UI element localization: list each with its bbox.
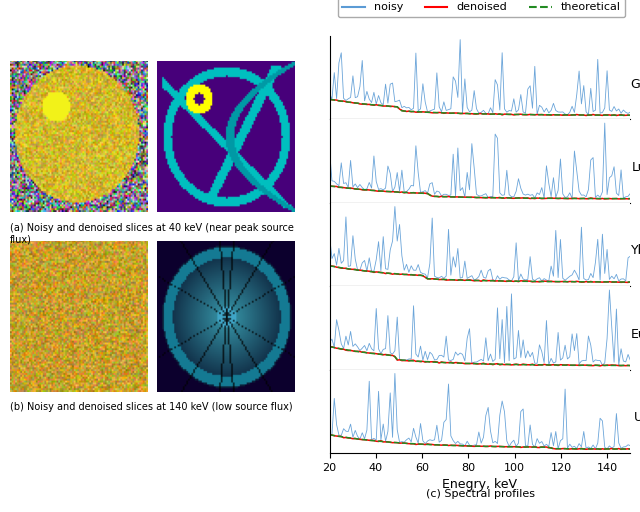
Y-axis label: Lu: Lu	[632, 161, 640, 174]
Y-axis label: U: U	[634, 412, 640, 424]
Y-axis label: Eu: Eu	[631, 328, 640, 341]
X-axis label: Enegry, keV: Enegry, keV	[442, 478, 518, 492]
Text: (b) Noisy and denoised slices at 140 keV (low source flux): (b) Noisy and denoised slices at 140 keV…	[10, 402, 292, 412]
Text: (c) Spectral profiles: (c) Spectral profiles	[426, 489, 534, 499]
Y-axis label: Yb: Yb	[631, 244, 640, 258]
Y-axis label: Gd: Gd	[630, 77, 640, 91]
Legend: noisy, denoised, theoretical: noisy, denoised, theoretical	[338, 0, 625, 17]
Text: (a) Noisy and denoised slices at 40 keV (near peak source
flux): (a) Noisy and denoised slices at 40 keV …	[10, 223, 294, 244]
